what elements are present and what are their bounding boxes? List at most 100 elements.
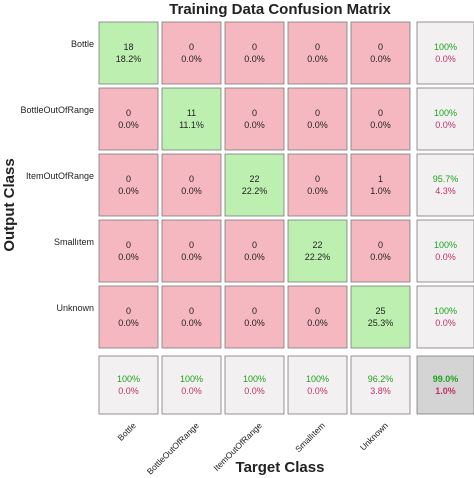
matrix-cell-value: 0 <box>126 306 131 316</box>
matrix-cell <box>287 219 348 283</box>
col-summary-value: 100% <box>117 374 140 384</box>
matrix-cell <box>98 21 159 85</box>
overall-accuracy-cell <box>416 355 474 415</box>
matrix-cell <box>98 219 159 283</box>
matrix-cell-percent: 0.0% <box>181 54 202 64</box>
row-summary-value: 100% <box>434 240 457 250</box>
matrix-cell <box>224 219 285 283</box>
row-summary-cell <box>416 153 474 217</box>
matrix-cell <box>161 153 222 217</box>
col-summary-percent: 0.0% <box>307 386 328 396</box>
matrix-cell-value: 22 <box>312 240 322 250</box>
x-tick-label: Unknown <box>358 420 390 452</box>
matrix-cell <box>287 153 348 217</box>
y-tick-label: ItemOutOfRange <box>26 171 94 181</box>
row-summary-percent: 0.0% <box>435 120 456 130</box>
matrix-cell <box>161 21 222 85</box>
matrix-cell <box>98 87 159 151</box>
matrix-cell-value: 11 <box>187 108 196 118</box>
row-summary-cell <box>416 87 474 151</box>
matrix-cell-percent: 0.0% <box>118 318 139 328</box>
x-tick-label: Bottle <box>115 420 138 443</box>
col-summary-value: 96.2% <box>368 374 394 384</box>
col-summary-value: 100% <box>243 374 266 384</box>
y-tick-label: Bottle <box>71 39 94 49</box>
matrix-cell <box>287 87 348 151</box>
matrix-cell-percent: 11.1% <box>179 120 204 130</box>
y-tick-label: BottleOutOfRange <box>20 105 94 115</box>
matrix-cell-value: 0 <box>252 306 257 316</box>
matrix-cell-percent: 0.0% <box>118 186 139 196</box>
matrix-cell <box>98 285 159 349</box>
matrix-cell-value: 0 <box>126 108 131 118</box>
matrix-cell-value: 1 <box>378 174 383 184</box>
matrix-cell-percent: 0.0% <box>244 54 265 64</box>
overall-accuracy-value: 99.0% <box>433 374 459 384</box>
row-summary-cell <box>416 21 474 85</box>
col-summary-percent: 0.0% <box>118 386 139 396</box>
matrix-cell <box>224 285 285 349</box>
matrix-cell-value: 0 <box>189 306 194 316</box>
matrix-cell-value: 0 <box>315 108 320 118</box>
chart-title: Training Data Confusion Matrix <box>169 1 391 18</box>
matrix-cell-value: 0 <box>189 42 194 52</box>
matrix-cell <box>224 21 285 85</box>
matrix-cell-percent: 25.3% <box>368 318 394 328</box>
matrix-cell-percent: 22.2% <box>305 252 331 262</box>
row-summary-cell <box>416 219 474 283</box>
matrix-cell <box>224 87 285 151</box>
matrix-cell-value: 25 <box>375 306 385 316</box>
matrix-cell-percent: 0.0% <box>118 120 139 130</box>
matrix-cell-value: 0 <box>189 174 194 184</box>
matrix-cell-value: 0 <box>378 108 383 118</box>
matrix-cell <box>161 219 222 283</box>
matrix-cell-percent: 0.0% <box>307 318 328 328</box>
matrix-cell-percent: 0.0% <box>370 54 391 64</box>
matrix-cell-value: 0 <box>378 42 383 52</box>
matrix-cell-value: 18 <box>123 42 133 52</box>
y-tick-label: Unknown <box>56 303 94 313</box>
row-summary-percent: 0.0% <box>435 318 456 328</box>
row-summary-percent: 0.0% <box>435 252 456 262</box>
matrix-cell <box>161 285 222 349</box>
col-summary-cell <box>98 355 159 415</box>
matrix-cell-percent: 22.2% <box>242 186 268 196</box>
col-summary-value: 100% <box>306 374 329 384</box>
x-tick-label: BottleOutOfRange <box>145 420 201 476</box>
matrix-cell <box>224 153 285 217</box>
matrix-cell-value: 0 <box>315 174 320 184</box>
col-summary-percent: 0.0% <box>244 386 265 396</box>
matrix-cell-value: 0 <box>252 240 257 250</box>
matrix-cell <box>350 21 411 85</box>
matrix-cell <box>350 219 411 283</box>
col-summary-cell <box>350 355 411 415</box>
matrix-cell <box>287 21 348 85</box>
col-summary-cell <box>224 355 285 415</box>
col-summary-cell <box>287 355 348 415</box>
matrix-cell <box>287 285 348 349</box>
matrix-cell-percent: 0.0% <box>181 252 202 262</box>
matrix-cell-percent: 0.0% <box>307 186 328 196</box>
row-summary-value: 100% <box>434 108 457 118</box>
col-summary-percent: 0.0% <box>181 386 202 396</box>
matrix-cell-percent: 0.0% <box>181 186 202 196</box>
row-summary-value: 100% <box>434 42 457 52</box>
matrix-cell-percent: 0.0% <box>181 318 202 328</box>
matrix-cell-percent: 0.0% <box>244 318 265 328</box>
matrix-cell-percent: 1.0% <box>370 186 391 196</box>
col-summary-value: 100% <box>180 374 203 384</box>
x-tick-label: Smallıtem <box>293 420 327 454</box>
matrix-cell-value: 0 <box>315 306 320 316</box>
matrix-cell <box>98 153 159 217</box>
matrix-cell-value: 0 <box>252 108 257 118</box>
row-summary-cell <box>416 285 474 349</box>
matrix-cell <box>161 87 222 151</box>
col-summary-cell <box>161 355 222 415</box>
matrix-cell-value: 0 <box>315 42 320 52</box>
matrix-cell <box>350 153 411 217</box>
matrix-cell-percent: 0.0% <box>244 120 265 130</box>
matrix-cell-percent: 18.2% <box>116 54 142 64</box>
matrix-cell-value: 0 <box>378 240 383 250</box>
matrix-cell <box>350 285 411 349</box>
